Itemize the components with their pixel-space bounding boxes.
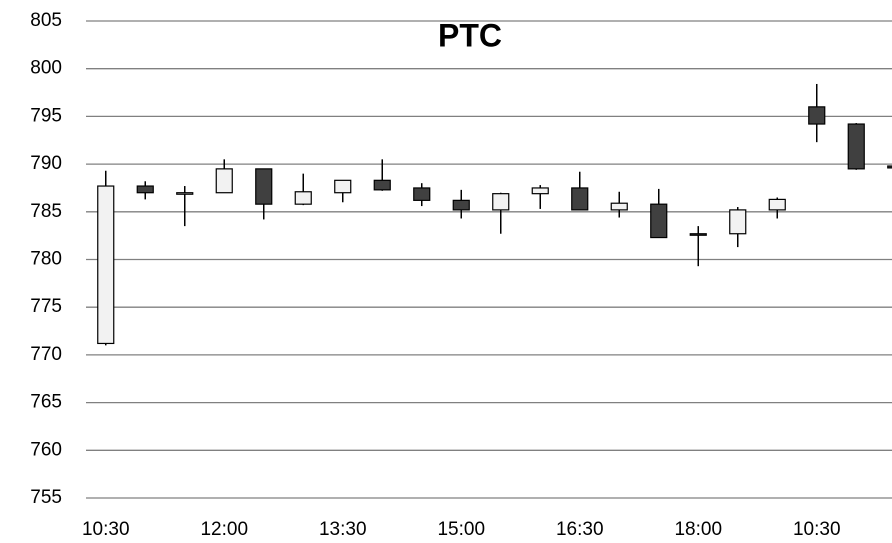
y-tick-label: 790 [30,153,62,174]
x-tick-label: 10:30 [82,519,130,540]
candle-body [215,168,233,194]
candle-body [136,185,154,194]
y-tick-label: 770 [30,344,62,365]
candle-body [610,202,628,211]
y-tick-label: 765 [30,392,62,413]
y-tick-label: 760 [30,439,62,460]
y-tick-label: 795 [30,105,62,126]
candle-body [808,106,826,125]
candle-body [887,165,892,169]
candle-body [847,123,865,170]
candle-body [97,185,115,345]
candle-body [729,209,747,235]
candle-body [294,191,312,205]
x-tick-label: 18:00 [674,519,722,540]
x-tick-label: 16:30 [556,519,604,540]
y-tick-label: 775 [30,296,62,317]
chart-title: PTC [438,17,502,53]
x-tick-label: 15:00 [437,519,485,540]
candle-body [492,193,510,211]
candle-body [452,199,470,211]
y-tick-label: 755 [30,487,62,508]
y-tick-label: 780 [30,249,62,270]
y-tick-label: 805 [30,10,62,31]
candle-body [176,192,194,195]
candle-body [255,168,273,205]
candle-body [768,198,786,211]
candle-body [413,187,431,201]
candle-body [334,179,352,194]
x-tick-label: 12:00 [200,519,248,540]
candle-body [373,179,391,191]
candle-body [689,233,707,236]
candle-body [650,203,668,239]
y-tick-label: 800 [30,58,62,79]
candle-body [571,187,589,211]
y-tick-label: 785 [30,201,62,222]
candle-body [531,187,549,195]
x-tick-label: 13:30 [319,519,367,540]
x-tick-label: 10:30 [793,519,841,540]
